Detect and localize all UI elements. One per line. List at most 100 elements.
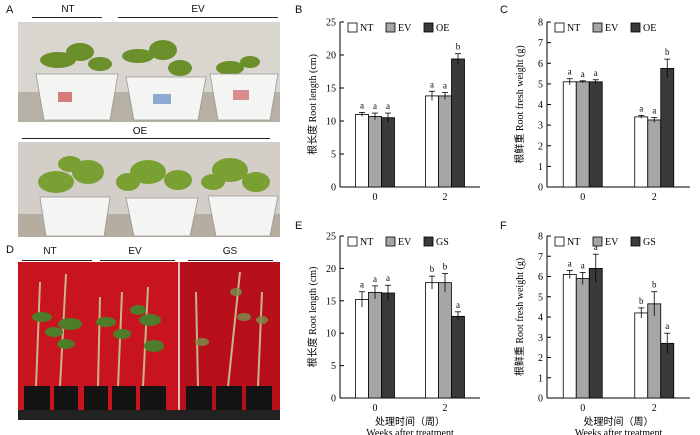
panel-b-legend-label-nt: NT [360, 23, 373, 34]
panel-b-bar-nt [425, 95, 439, 188]
photo-d-rule-gs [188, 260, 273, 262]
panel-b-bar-nt [355, 114, 369, 188]
panel-c-sig-letter: a [652, 105, 656, 115]
panel-f-y-tick-label: 0 [538, 394, 543, 405]
photo-d-group-nt: NT [43, 246, 57, 257]
panel-c-legend-swatch-nt [554, 22, 565, 33]
panel-e-sig-letter: a [386, 273, 390, 283]
panel-f-y-tick-label: 2 [538, 353, 543, 364]
panel-b-sig-letter: a [373, 101, 377, 111]
panel-e-bar-nt [425, 282, 439, 399]
panel-e-x-axis-label-cn: 处理时间（周） [375, 415, 445, 428]
panel-c-y-tick-label: 1 [538, 162, 543, 173]
panel-e-y-tick-label: 20 [326, 264, 336, 275]
panel-b-y-tick-label: 0 [331, 183, 336, 194]
panel-b-sig-letter: a [443, 81, 447, 91]
panel-b-bar-oe [381, 117, 395, 188]
panel-c-y-tick-label: 0 [538, 183, 543, 194]
panel-b-y-tick-label: 20 [326, 51, 336, 62]
panel-e-y-tick-label: 15 [326, 296, 336, 307]
panel-e-bar-nt [355, 299, 369, 399]
panel-e-x-axis-label-en: Weeks after treatment [366, 428, 454, 435]
panel-e-y-tick-label: 5 [331, 361, 336, 372]
panel-c-legend-label-nt: NT [567, 23, 580, 34]
panel-c-y-tick-label: 8 [538, 18, 543, 29]
panel-b-sig-letter: a [430, 79, 434, 89]
panel-f-bar-ev [647, 303, 662, 399]
panel-e-y-tick-label: 25 [326, 232, 336, 243]
photo-d [18, 262, 280, 420]
panel-e-sig-letter: b [443, 262, 448, 272]
panel-c-bar-oe [660, 68, 675, 188]
panel-e-sig-letter: a [373, 274, 377, 284]
panel-e-sig-letter: a [456, 300, 460, 310]
panel-c-y-tick-label: 3 [538, 121, 543, 132]
panel-f-sig-letter: b [639, 296, 644, 306]
panel-c-sig-letter: a [581, 69, 585, 79]
panel-b-y-axis-label: 根长度 Root length (cm) [306, 54, 319, 155]
panel-b-legend-label-oe: OE [436, 23, 449, 34]
panel-e-bar-ev [438, 282, 452, 399]
panel-e-sig-letter: b [430, 264, 435, 274]
panel-c-bar-ev [647, 119, 662, 188]
panel-f-sig-letter: a [665, 321, 669, 331]
panel-e-legend-swatch-nt [347, 236, 358, 247]
panel-f-legend-swatch-nt [554, 236, 565, 247]
panel-f-legend-label-gs: GS [643, 237, 656, 248]
panel-c-legend-swatch-ev [592, 22, 603, 33]
panel-e-y-axis-label: 根长度 Root length (cm) [306, 267, 319, 368]
panel-f-bar-ev [575, 278, 590, 399]
panel-c-y-tick-label: 2 [538, 141, 543, 152]
photo-a-group-ev: EV [191, 4, 205, 15]
potted-plants-oe-image [18, 142, 280, 237]
panel-e-y-tick-label: 0 [331, 394, 336, 405]
panel-label-d: D [6, 244, 14, 256]
panel-c-y-axis-label: 根鲜重 Root fresh weight (g) [513, 45, 526, 163]
panel-c-sig-letter: a [639, 103, 643, 113]
panel-f-bar-gs [588, 267, 603, 399]
panel-c-sig-letter: a [594, 68, 598, 78]
panel-f-x-axis-label-en: Weeks after treatment [575, 428, 663, 435]
panel-b-legend-swatch-nt [347, 22, 358, 33]
panel-c-y-tick-label: 5 [538, 79, 543, 90]
photo-a-group-oe: OE [132, 126, 148, 137]
panel-c-legend-label-ev: EV [605, 23, 619, 34]
panel-b-y-tick-label: 10 [326, 117, 336, 128]
panel-label-f: F [500, 220, 507, 232]
panel-f-y-tick-label: 8 [538, 232, 543, 243]
panel-b-y-tick-label: 15 [326, 84, 336, 95]
panel-e-y-tick-label: 10 [326, 329, 336, 340]
panel-label-e: E [295, 220, 303, 232]
panel-c-sig-letter: a [568, 67, 572, 77]
panel-b-x-tick-label: 0 [373, 192, 378, 203]
panel-f-legend-label-nt: NT [567, 237, 580, 248]
panel-b-bar-oe [451, 58, 465, 188]
photo-d-rule-ev [100, 260, 175, 262]
panel-f-x-tick-label: 2 [652, 403, 657, 414]
panel-f-legend-swatch-ev [592, 236, 603, 247]
panel-c-legend-label-oe: OE [643, 23, 656, 34]
panel-e-x-tick-label: 0 [373, 403, 378, 414]
photo-d-group-ev: EV [128, 246, 142, 257]
panel-b-legend-label-ev: EV [398, 23, 412, 34]
panel-e-bar-gs [451, 315, 465, 399]
panel-c-y-tick-label: 4 [538, 100, 543, 111]
panel-f-sig-letter: a [568, 258, 572, 268]
panel-f-x-axis-label-cn: 处理时间（周） [584, 415, 654, 428]
panel-c-y-tick-label: 7 [538, 38, 543, 49]
panel-e-sig-letter: a [360, 280, 364, 290]
panel-b-sig-letter: b [456, 42, 461, 52]
panel-c-x-tick-label: 2 [652, 192, 657, 203]
panel-f-y-tick-label: 4 [538, 313, 543, 324]
photo-d-group-gs: GS [222, 246, 238, 257]
panel-f-legend-label-ev: EV [605, 237, 619, 248]
photo-a-bottom [18, 142, 280, 237]
panel-f-sig-letter: b [652, 280, 657, 290]
panel-c-sig-letter: b [665, 47, 670, 57]
panel-f-y-tick-label: 7 [538, 252, 543, 263]
panel-f-sig-letter: a [581, 260, 585, 270]
photo-a-group-nt: NT [61, 4, 75, 15]
panel-c-bar-nt [562, 81, 577, 188]
photo-a-rule-ev [118, 17, 278, 19]
